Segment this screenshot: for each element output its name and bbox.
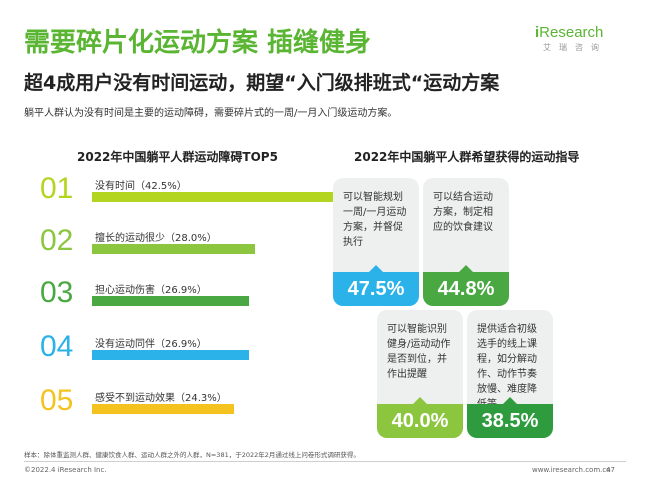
rank-bar [92,192,340,202]
copyright: ©2022.4 iResearch Inc. [24,466,107,474]
page-description: 躺平人群认为没有时间是主要的运动障碍，需要碎片式的一周/一月入门级运动方案。 [24,108,398,119]
rank-label: 擅长的运动很少（28.0%） [95,233,217,244]
rank-bar [92,350,249,360]
card-percentage: 44.8% [423,265,509,306]
list-item: 01 没有时间（42.5%） [40,172,340,212]
rank-bar [92,296,249,306]
card-text: 可以智能识别健身/运动动作是否到位，并作出提醒 [387,324,451,380]
rank-bar [92,404,234,414]
rank-label: 担心运动伤害（26.9%） [95,285,207,296]
logo-name: Research [539,24,604,41]
card-text: 可以结合运动方案，制定相应的饮食建议 [433,192,493,233]
rank-number: 04 [40,330,74,363]
page-subtitle: 超4成用户没有时间运动，期望“入门级排班式“运动方案 [24,72,500,94]
card-percentage: 40.0% [377,397,463,438]
guidance-card: 可以智能识别健身/运动动作是否到位，并作出提醒 40.0% [377,310,463,438]
card-text: 可以智能规划一周/一月运动方案，并督促执行 [343,192,407,248]
footer-divider [24,461,626,462]
list-item: 05 感受不到运动效果（24.3%） [40,384,330,424]
rank-label: 没有运动同伴（26.9%） [95,339,207,350]
website-link[interactable]: www.iresearch.com.cn [532,466,611,474]
list-item: 02 擅长的运动很少（28.0%） [40,224,330,264]
list-item: 04 没有运动同伴（26.9%） [40,330,330,370]
guidance-card: 提供适合初级选手的线上课程，如分解动作、动作节奏放慢、难度降低等 38.5% [467,310,553,438]
rank-number: 03 [40,276,74,309]
rank-number: 01 [40,172,74,205]
guidance-card: 可以智能规划一周/一月运动方案，并督促执行 47.5% [333,178,419,306]
logo-prefix: i [535,24,540,41]
rank-label: 感受不到运动效果（24.3%） [95,393,227,404]
logo-wordmark: iResearch [535,24,635,41]
logo-chinese: 艾瑞咨询 [543,43,607,52]
rank-bar [92,244,256,254]
footnote: 样本：除体重监测人群、健康饮食人群、运动人群之外的人群，N=381，于2022年… [24,451,360,459]
rank-label: 没有时间（42.5%） [95,181,187,192]
card-percentage: 38.5% [467,397,553,438]
left-section-title: 2022年中国躺平人群运动障碍TOP5 [77,150,278,164]
page-number: 47 [606,466,615,474]
guidance-card: 可以结合运动方案，制定相应的饮食建议 44.8% [423,178,509,306]
rank-number: 02 [40,224,74,257]
iresearch-logo: iResearch 艾瑞咨询 [535,24,635,53]
rank-number: 05 [40,384,74,417]
list-item: 03 担心运动伤害（26.9%） [40,276,330,316]
card-percentage: 47.5% [333,265,419,306]
right-section-title: 2022年中国躺平人群希望获得的运动指导 [354,150,580,164]
page-title: 需要碎片化运动方案 插缝健身 [24,28,372,58]
